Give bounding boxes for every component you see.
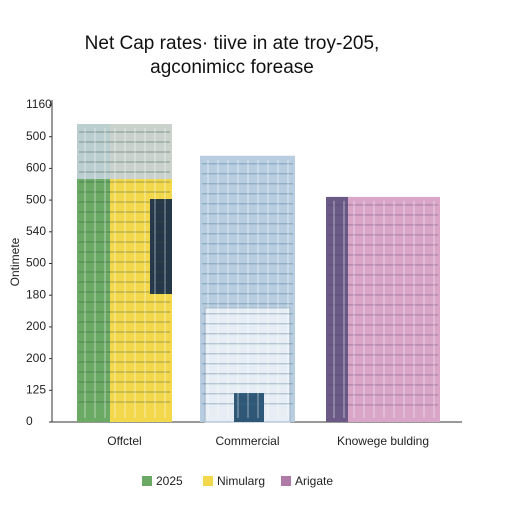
y-tick-label: 500	[26, 129, 46, 143]
y-tick-label: 200	[26, 319, 46, 333]
y-tick-label: 500	[26, 192, 46, 206]
chart-subtitle: agconimicc forease	[150, 57, 314, 78]
y-tick-label: 200	[26, 351, 46, 365]
building-door	[234, 393, 264, 422]
y-tick-label: 600	[26, 161, 46, 175]
y-tick-label: 540	[26, 224, 46, 238]
x-tick-label: Offctel	[107, 434, 141, 448]
y-tick-label: 1160	[26, 97, 52, 111]
x-tick-label: Commercial	[215, 434, 279, 448]
legend-swatch	[142, 476, 152, 486]
x-tick-label: Knowege bulding	[337, 434, 429, 448]
legend-label: 2025	[156, 474, 183, 488]
y-tick-label: 180	[26, 287, 46, 301]
building-shade	[150, 199, 172, 295]
legend-label: Arigate	[295, 474, 333, 488]
building-side	[326, 196, 348, 422]
legend-swatch	[281, 476, 291, 486]
legend-label: Nimularg	[217, 474, 265, 488]
y-tick-label: 500	[26, 256, 46, 270]
legend-swatch	[203, 476, 213, 486]
y-tick-label: 0	[26, 414, 33, 428]
y-axis-label: Ontimete	[8, 237, 22, 286]
y-tick-label: 125	[26, 382, 46, 396]
chart-title: Net Cap rates· tiive in ate troy-205,	[85, 33, 380, 54]
